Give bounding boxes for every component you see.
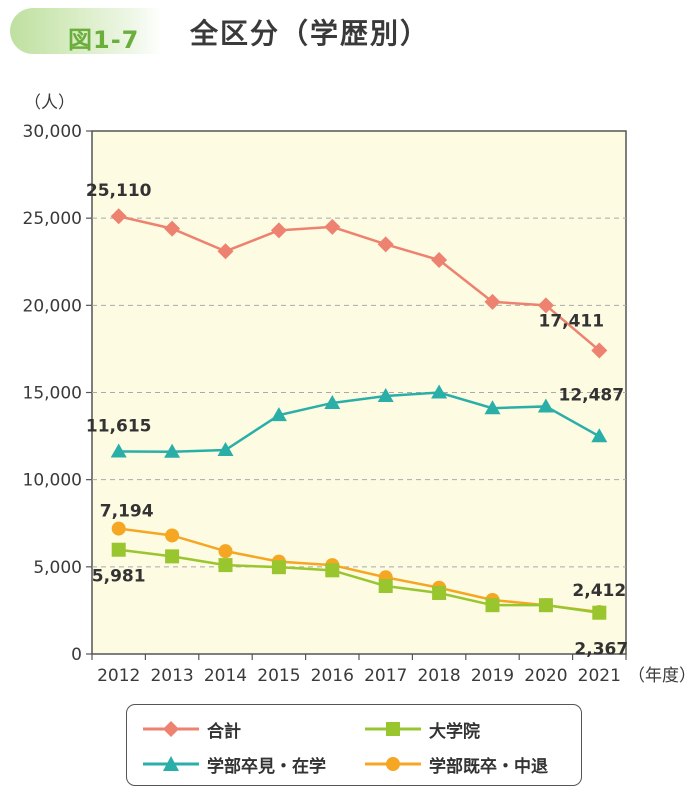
x-axis-unit-label: （年度） bbox=[628, 666, 696, 686]
marker-triangle bbox=[110, 443, 127, 458]
legend-label-total: 合計 bbox=[207, 721, 241, 742]
marker-square bbox=[592, 605, 607, 620]
marker-square bbox=[485, 598, 500, 613]
series-line-square bbox=[118, 548, 600, 614]
x-tick-label: 2019 bbox=[471, 666, 514, 686]
legend-swatch-square bbox=[365, 722, 421, 736]
legend-swatch-circle bbox=[365, 757, 421, 771]
x-tick-label: 2016 bbox=[311, 666, 354, 686]
legend-label-graduate-school: 大学院 bbox=[429, 721, 480, 742]
chart-legend: 合計 大学院 学部卒見・在学 学部既卒・中退 bbox=[126, 704, 582, 786]
figure-header: 図1-7 全区分（学歴別） bbox=[0, 0, 700, 64]
x-tick-label: 2021 bbox=[578, 666, 621, 686]
series-line-circle bbox=[118, 527, 600, 614]
line-chart: 0 5,000 10,000 15,000 20,000 25,000 30,000 2012… bbox=[23, 93, 696, 686]
data-label: 5,981 bbox=[92, 567, 146, 587]
marker-triangle bbox=[484, 400, 501, 415]
marker-triangle bbox=[591, 428, 608, 443]
y-tick-label: 20,000 bbox=[23, 296, 82, 316]
marker-diamond bbox=[324, 218, 341, 235]
y-tick-label: 25,000 bbox=[23, 209, 82, 229]
y-tick-label: 5,000 bbox=[33, 558, 82, 578]
data-label: 2,412 bbox=[572, 581, 626, 601]
marker-diamond bbox=[537, 297, 554, 314]
figure-badge: 図1-7 bbox=[10, 8, 162, 54]
marker-diamond bbox=[270, 222, 287, 239]
data-label: 17,411 bbox=[538, 311, 604, 331]
legend-item-undergrad-current: 学部卒見・在学 bbox=[143, 750, 326, 778]
x-tick-label: 2020 bbox=[524, 666, 567, 686]
marker-circle bbox=[111, 521, 126, 536]
marker-triangle bbox=[324, 394, 341, 409]
x-tick-label: 2014 bbox=[204, 666, 247, 686]
legend-label-undergrad-current: 学部卒見・在学 bbox=[207, 756, 326, 777]
y-tick-label: 0 bbox=[71, 645, 82, 665]
marker-diamond bbox=[591, 342, 608, 359]
series-line-triangle bbox=[118, 391, 600, 454]
marker-diamond bbox=[484, 293, 501, 310]
y-tick-label: 30,000 bbox=[23, 122, 82, 142]
legend-swatch-diamond bbox=[143, 721, 199, 737]
data-label: 12,487 bbox=[558, 385, 624, 405]
marker-diamond bbox=[217, 243, 234, 260]
figure-label: 図1-7 bbox=[68, 26, 140, 54]
chart-title: 全区分（学歴別） bbox=[190, 17, 431, 50]
series-line-diamond bbox=[118, 215, 601, 352]
y-tick-label: 15,000 bbox=[23, 384, 82, 404]
marker-diamond bbox=[110, 208, 127, 225]
y-axis-unit-label: （人） bbox=[24, 93, 75, 113]
marker-square bbox=[538, 598, 553, 613]
legend-item-total: 合計 bbox=[143, 715, 241, 743]
marker-triangle bbox=[270, 407, 287, 422]
marker-diamond bbox=[377, 236, 394, 253]
marker-square bbox=[325, 563, 340, 578]
x-tick-label: 2013 bbox=[150, 666, 193, 686]
marker-square bbox=[218, 558, 233, 573]
marker-circle bbox=[165, 528, 180, 543]
legend-swatch-triangle bbox=[143, 756, 199, 771]
marker-triangle bbox=[164, 443, 181, 458]
legend-item-undergrad-graduated-dropout: 学部既卒・中退 bbox=[365, 750, 548, 778]
marker-square bbox=[432, 585, 447, 600]
y-tick-label: 10,000 bbox=[23, 471, 82, 491]
legend-label-undergrad-graduated-dropout: 学部既卒・中退 bbox=[429, 756, 548, 777]
legend-item-graduate-school: 大学院 bbox=[365, 715, 480, 743]
marker-triangle bbox=[217, 442, 234, 457]
marker-diamond bbox=[164, 220, 181, 237]
marker-square bbox=[378, 579, 393, 594]
marker-triangle bbox=[431, 384, 448, 399]
data-label: 7,194 bbox=[100, 502, 154, 522]
marker-square bbox=[165, 549, 180, 564]
x-tick-label: 2017 bbox=[364, 666, 407, 686]
x-tick-label: 2018 bbox=[417, 666, 460, 686]
data-label: 2,367 bbox=[574, 640, 628, 660]
marker-triangle bbox=[377, 387, 394, 402]
x-tick-label: 2012 bbox=[97, 666, 140, 686]
marker-diamond bbox=[431, 252, 448, 269]
x-tick-label: 2015 bbox=[257, 666, 300, 686]
data-label: 25,110 bbox=[86, 181, 152, 201]
data-label: 11,615 bbox=[86, 417, 152, 437]
marker-square bbox=[271, 560, 286, 575]
marker-circle bbox=[218, 544, 233, 559]
marker-square bbox=[111, 542, 126, 557]
marker-triangle bbox=[537, 398, 554, 413]
